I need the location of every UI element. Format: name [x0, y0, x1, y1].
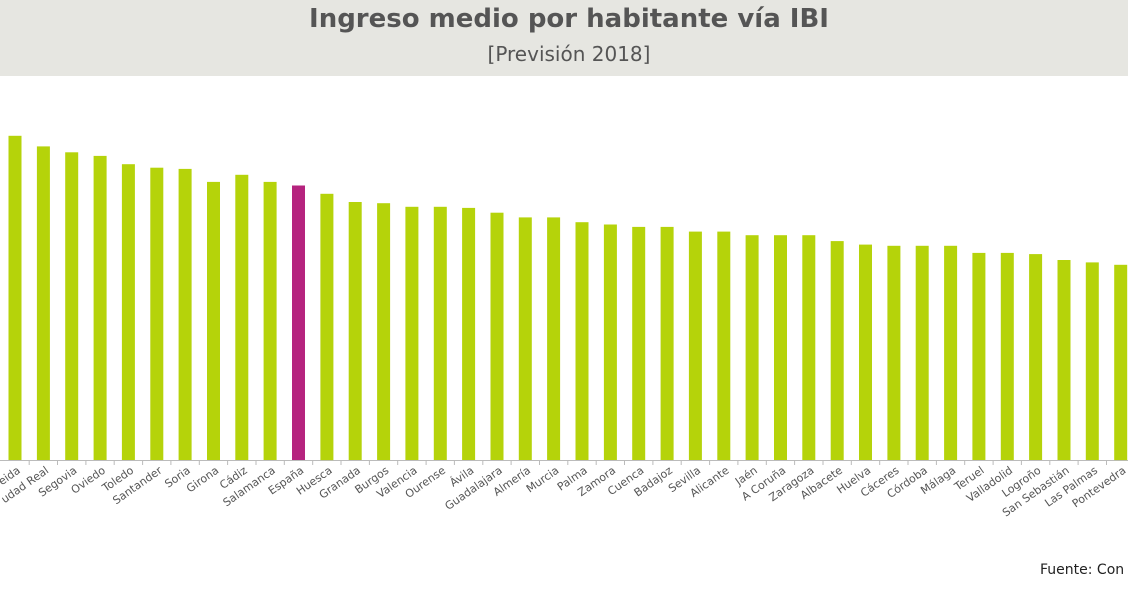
bar-Oviedo: [93, 155, 107, 460]
bar-Zaragoza: [802, 235, 816, 460]
bar-Pontevedra: [1114, 264, 1128, 461]
bar-Teruel: [972, 252, 986, 460]
bar-Toledo: [121, 164, 135, 460]
bar-San Sebastián: [1057, 260, 1071, 460]
bar-Cáceres: [887, 245, 901, 460]
bar-España: [292, 185, 305, 460]
bar-Soria: [178, 168, 192, 460]
bar-Burgos: [377, 203, 391, 460]
bar-Valladolid: [1000, 252, 1014, 460]
bar-Las Palmas: [1085, 262, 1099, 460]
x-tick-label: Girona: [184, 464, 221, 495]
bar-Palma: [575, 222, 589, 460]
bar-Zamora: [603, 224, 617, 460]
bar-Santander: [150, 167, 164, 460]
bar-Guadalajara: [490, 212, 504, 460]
bar-Badajoz: [660, 226, 674, 460]
bar-Cádiz: [235, 174, 249, 461]
bar-Sevilla: [688, 231, 702, 460]
bar-Valencia: [405, 206, 419, 460]
x-tick-label: Murcia: [524, 464, 561, 496]
bar-Murcia: [547, 217, 561, 460]
chart-subtitle: [Previsión 2018]: [487, 42, 651, 66]
bar-Albacete: [830, 241, 844, 460]
bar-Lleida: [8, 135, 22, 461]
bar-Cuenca: [632, 226, 646, 460]
chart-title: Ingreso medio por habitante vía IBI: [309, 4, 829, 34]
bar-Córdoba: [915, 245, 929, 460]
bar-Alicante: [717, 231, 731, 460]
bar-Salamanca: [263, 181, 277, 460]
bar-Segovia: [65, 152, 79, 461]
bar-Ourense: [433, 206, 447, 460]
bar-Huesca: [320, 193, 334, 461]
bar-Logroño: [1029, 254, 1043, 460]
bar-Huelva: [859, 244, 872, 460]
bar-Jaén: [745, 235, 759, 460]
bar-Ávila: [462, 207, 476, 460]
bar-Málaga: [944, 245, 958, 460]
bar-A Coruña: [774, 235, 787, 460]
source-note: Fuente: Con: [1040, 562, 1125, 578]
bar-Almería: [518, 217, 532, 460]
bar-Granada: [348, 202, 362, 460]
bar-Girona: [207, 181, 220, 460]
chart-header: [0, 0, 1128, 76]
bar-Ciudad Real: [36, 146, 50, 460]
